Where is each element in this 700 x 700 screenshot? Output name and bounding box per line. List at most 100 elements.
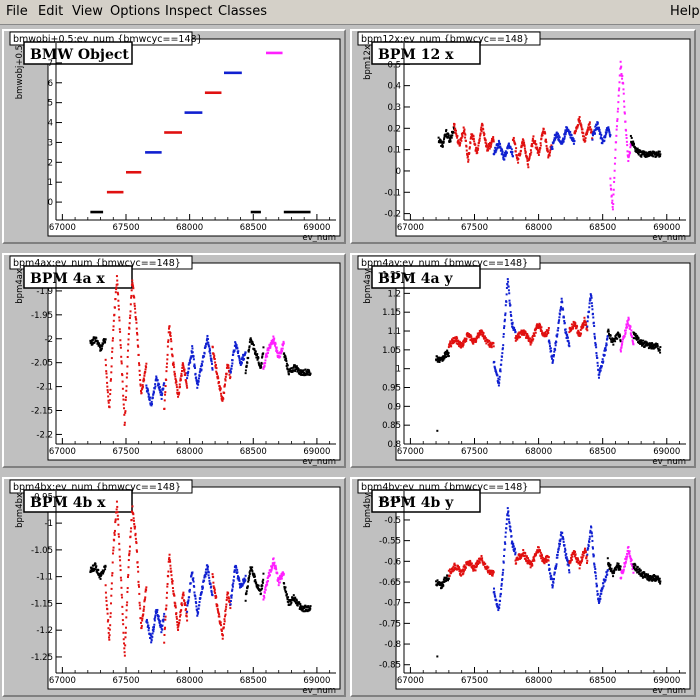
data-point	[546, 150, 549, 153]
data-point	[502, 560, 505, 563]
data-point	[246, 587, 249, 590]
pad-bpm4ax[interactable]: bpm4ax:ev_num {bmwcyc==148} BPM 4a x 67000…	[2, 253, 346, 468]
data-point	[509, 146, 512, 149]
pad-bpm4bx[interactable]: bpm4bx:ev_num {bmwcyc==148} BPM 4b x 67000…	[2, 477, 346, 697]
data-point	[267, 349, 270, 352]
data-point	[604, 134, 607, 137]
menu-inspect[interactable]: Inspect	[165, 4, 213, 19]
data-point	[607, 128, 610, 131]
data-point	[96, 340, 99, 343]
data-point	[215, 596, 218, 599]
data-point	[557, 548, 560, 551]
data-point	[578, 121, 581, 124]
pad-bpm4ay[interactable]: bpm4ay:ev_num {bmwcyc==148} BPM 4a y 67000…	[350, 253, 696, 468]
data-point	[583, 316, 586, 319]
data-point	[461, 135, 464, 138]
chart-header: bpm12x:ev_num {bmwcyc==148}	[361, 34, 529, 45]
data-point	[172, 590, 175, 593]
data-point	[234, 344, 237, 347]
data-point	[600, 133, 603, 136]
data-point	[224, 610, 227, 613]
data-point	[505, 527, 508, 530]
data-point	[264, 356, 267, 359]
data-point	[119, 330, 122, 333]
data-point	[522, 139, 525, 142]
data-point	[238, 355, 241, 358]
y-tick-label: 6	[48, 79, 53, 89]
data-point	[640, 339, 643, 342]
series-red-6	[204, 91, 222, 95]
data-point	[529, 337, 532, 340]
data-point	[517, 558, 520, 561]
data-point	[645, 573, 648, 576]
data-point	[442, 141, 445, 144]
data-point	[617, 101, 620, 104]
menu-classes[interactable]: Classes	[218, 4, 267, 19]
data-point	[458, 566, 461, 569]
data-point	[517, 158, 520, 161]
data-point	[642, 339, 645, 342]
pad-bmw-object[interactable]: bmwobj+0.5:ev_num {bmwcyc==148} BMW Objec…	[2, 29, 346, 244]
data-point	[619, 348, 622, 351]
menu-help[interactable]: Help	[670, 4, 700, 19]
data-point	[169, 333, 172, 336]
data-point	[659, 153, 662, 156]
data-point	[136, 550, 139, 553]
data-point	[220, 392, 223, 395]
data-point	[591, 539, 594, 542]
data-point	[636, 147, 639, 150]
data-point	[210, 360, 213, 363]
data-point	[308, 608, 311, 611]
data-point	[639, 149, 642, 152]
data-point	[455, 338, 458, 341]
pad-bpm12x[interactable]: bpm12x:ev_num {bmwcyc==148} BPM 12 x 67000…	[350, 29, 696, 244]
y-tick-label: 1.15	[382, 308, 401, 318]
data-point	[237, 575, 239, 578]
data-point	[475, 561, 478, 564]
data-point	[643, 152, 646, 155]
pad-bpm4by[interactable]: bpm4by:ev_num {bmwcyc==148} BPM 4b y 67000…	[350, 477, 696, 697]
y-tick-label: -1.1	[36, 573, 53, 583]
data-point	[285, 364, 288, 367]
menu-view[interactable]: View	[72, 4, 103, 19]
data-point	[524, 557, 527, 560]
data-point	[643, 342, 646, 345]
data-point	[209, 349, 211, 352]
data-point	[235, 565, 238, 568]
data-point	[636, 566, 639, 569]
y-tick-label: -2.05	[31, 359, 53, 369]
data-point	[194, 597, 197, 600]
menu-edit[interactable]: Edit	[38, 4, 64, 19]
data-point	[138, 604, 141, 607]
data-point	[141, 615, 144, 618]
menu-options[interactable]: Options	[110, 4, 161, 19]
data-point	[128, 322, 131, 325]
menu-file[interactable]: File	[6, 4, 28, 19]
data-point	[229, 369, 232, 372]
data-point	[135, 318, 138, 321]
data-point	[184, 608, 187, 611]
data-point	[165, 370, 168, 373]
data-point	[533, 558, 536, 561]
data-point	[281, 575, 284, 578]
data-point	[221, 637, 224, 640]
data-point	[606, 557, 609, 560]
data-point	[195, 380, 198, 383]
data-point	[649, 345, 652, 348]
data-point	[558, 316, 561, 319]
data-point	[221, 632, 224, 635]
data-point	[126, 601, 129, 604]
data-point	[464, 136, 467, 139]
data-point	[225, 366, 228, 369]
data-point	[171, 582, 174, 585]
data-point	[454, 129, 457, 132]
data-point	[638, 572, 641, 575]
data-point	[275, 568, 278, 571]
data-point	[266, 347, 269, 350]
data-point	[139, 607, 142, 610]
data-bar	[164, 131, 182, 134]
data-point	[596, 592, 599, 595]
data-point	[640, 341, 643, 344]
data-point	[647, 347, 650, 350]
data-point	[629, 144, 632, 147]
